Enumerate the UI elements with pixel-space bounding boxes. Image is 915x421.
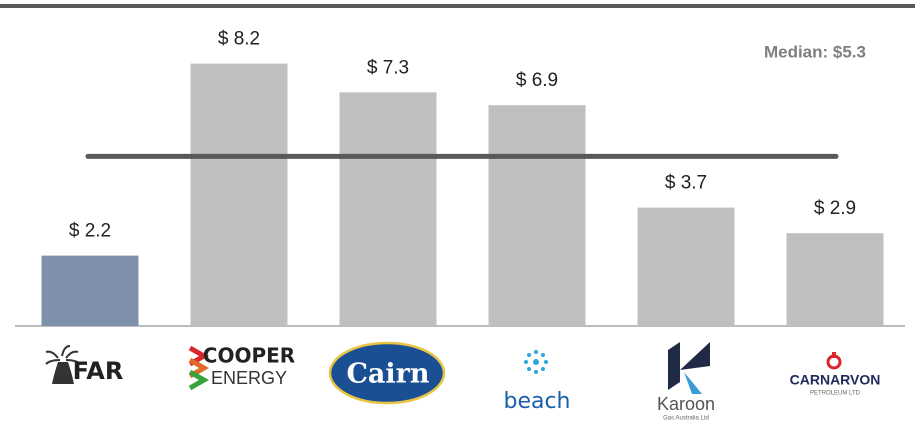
beach-logo-dots — [524, 350, 548, 374]
median-label: Median: $5.3 — [764, 42, 866, 61]
value-label: $ 6.9 — [516, 70, 558, 91]
far-logo-icon — [45, 345, 81, 384]
category-logo-subtext: ENERGY — [211, 368, 287, 388]
value-label: $ 3.7 — [665, 173, 707, 194]
top-rule — [0, 4, 915, 8]
value-label: $ 7.3 — [367, 57, 409, 78]
category-logo-subtext: PETROLEUM LTD — [810, 391, 861, 397]
category-logo-text: beach — [503, 389, 570, 414]
category-logo-subtext: Gas Australia Ltd — [663, 416, 709, 421]
bar — [339, 92, 437, 327]
karoon-logo-icon — [668, 342, 710, 394]
bar — [637, 207, 735, 326]
category-logo-text: COOPER — [203, 344, 295, 368]
bar — [786, 233, 884, 326]
bar — [488, 105, 586, 326]
category-logo-text: FAR — [73, 357, 124, 385]
bar — [190, 63, 288, 326]
category-logo-text: CARNARVON — [790, 372, 881, 388]
bar — [41, 255, 139, 326]
category-logo-text: Karoon — [657, 394, 715, 414]
value-label: $ 8.2 — [218, 29, 260, 50]
category-logo-text: Cairn — [346, 359, 429, 390]
carnarvon-logo-icon — [826, 352, 842, 370]
value-label: $ 2.2 — [69, 221, 111, 242]
value-label: $ 2.9 — [814, 198, 856, 219]
cooper-logo-icon — [188, 345, 210, 391]
cairn-logo-ellipse — [328, 341, 446, 405]
